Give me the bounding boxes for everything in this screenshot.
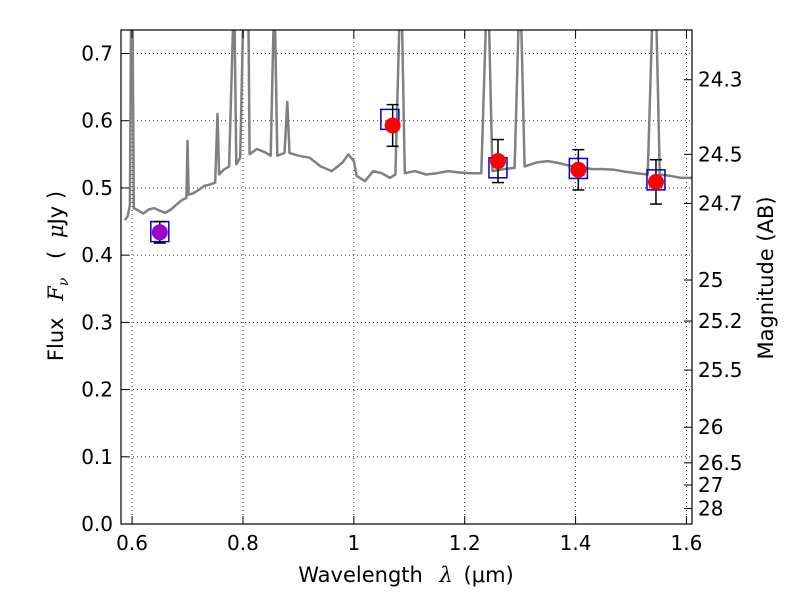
- x-axis-label: Wavelength λ (μm): [298, 563, 513, 587]
- y2-tick-label: 24.5: [698, 142, 743, 166]
- plot-frame: [120, 29, 693, 525]
- y-tick-label: 0.4: [81, 243, 113, 267]
- y2-tick-label: 24.7: [698, 191, 743, 215]
- y-tick-label: 0.7: [81, 42, 113, 66]
- x-tick-label: 0.8: [227, 531, 259, 555]
- y2-axis-label: Magnitude (AB): [754, 196, 778, 359]
- x-tick-label: 0.6: [116, 531, 148, 555]
- observed-point: [647, 173, 664, 190]
- grid-lines: [121, 30, 692, 525]
- y2-tick-label: 28: [698, 497, 723, 521]
- y-tick-label: 0.3: [81, 310, 113, 334]
- y2-tick-label: 26.5: [698, 451, 743, 475]
- y2-tick-label: 25.5: [698, 358, 743, 382]
- model-spectrum-line: [123, 30, 692, 221]
- y2-tick-label: 25: [698, 268, 723, 292]
- y2-tick-label: 26: [698, 415, 723, 439]
- y2-tick-label: 24.3: [698, 68, 743, 92]
- axis-ticks: 0.6 0.8 1 1.2 1.4 1.6 0.0 0.1 0.2 0.3 0.4 0.5 0.6 0.7…: [81, 30, 743, 555]
- y-tick-label: 0.2: [81, 378, 113, 402]
- y2-tick-label: 25.2: [698, 309, 743, 333]
- y-tick-label: 0.1: [81, 445, 113, 469]
- observed-point: [384, 117, 401, 134]
- x-tick-label: 1: [347, 531, 360, 555]
- x-tick-label: 1.4: [560, 531, 592, 555]
- plot-area: [123, 30, 692, 244]
- y-tick-label: 0.5: [81, 176, 113, 200]
- observed-point: [489, 153, 506, 170]
- y-tick-label: 0.6: [81, 109, 113, 133]
- y-tick-label: 0.0: [81, 512, 113, 536]
- y-axis-label: Flux Fν ( μJy ): [44, 191, 73, 361]
- observed-point: [570, 161, 587, 178]
- x-tick-label: 1.6: [671, 531, 703, 555]
- y2-tick-label: 27: [698, 473, 723, 497]
- x-tick-label: 1.2: [449, 531, 481, 555]
- observed-point: [151, 224, 168, 241]
